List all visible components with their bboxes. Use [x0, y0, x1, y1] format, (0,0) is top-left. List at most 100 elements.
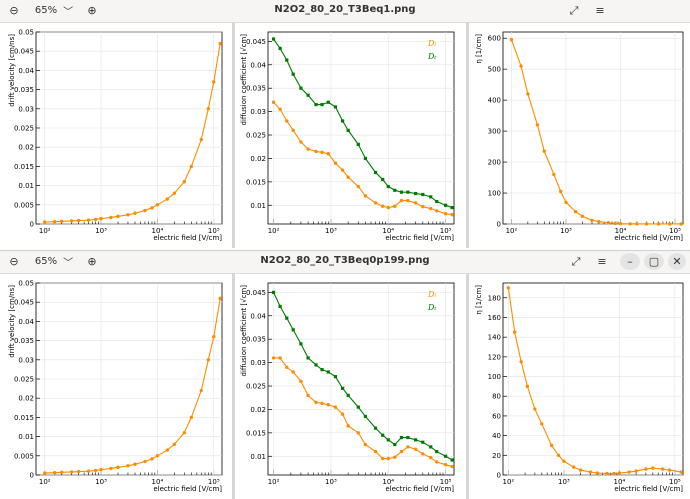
- data-point: [381, 433, 385, 437]
- data-point: [429, 206, 433, 211]
- maximize-icon: ▢: [648, 255, 660, 268]
- data-point: [644, 467, 648, 471]
- zoom-out-button[interactable]: ⊖: [4, 253, 24, 270]
- data-point: [450, 212, 454, 217]
- data-point: [189, 164, 194, 169]
- data-point: [381, 177, 385, 182]
- data-point: [668, 222, 672, 226]
- fullscreen-button[interactable]: ⤢: [564, 2, 584, 19]
- menu-button[interactable]: ≡: [590, 2, 610, 19]
- y-axis-label: η [1/cm]: [475, 34, 483, 64]
- x-tick-label: 10²: [503, 478, 515, 486]
- data-point: [341, 386, 345, 390]
- menu-icon: ≡: [597, 255, 607, 268]
- fullscreen-button[interactable]: ⤢: [566, 253, 586, 270]
- x-tick-label: 10⁵: [440, 227, 452, 235]
- y-tick-label: 0.02: [18, 144, 34, 152]
- zoom-in-button[interactable]: ⊕: [82, 253, 102, 270]
- zoom-out-icon: ⊖: [9, 4, 19, 17]
- data-point: [564, 200, 568, 205]
- data-point: [590, 218, 594, 222]
- close-button[interactable]: ✕: [668, 253, 686, 270]
- data-point: [413, 201, 418, 205]
- data-point: [299, 86, 303, 90]
- y-tick-label: 0: [30, 472, 34, 480]
- y-tick-label: 0.035: [246, 85, 266, 93]
- data-point: [340, 168, 345, 172]
- data-point: [299, 342, 303, 346]
- x-tick-label: 10⁴: [152, 478, 164, 486]
- data-point: [656, 222, 661, 226]
- data-point: [271, 356, 276, 360]
- data-point: [346, 175, 350, 179]
- data-point: [406, 435, 410, 440]
- data-point: [109, 215, 113, 220]
- data-point: [399, 198, 404, 203]
- legend-entry: Dₜ: [427, 52, 436, 61]
- data-point: [109, 466, 113, 471]
- x-tick-label: 10³: [560, 227, 572, 235]
- data-point: [525, 384, 530, 389]
- plots-image-1: 00.0050.010.0150.020.0250.030.0350.040.0…: [8, 29, 684, 242]
- data-point: [612, 471, 616, 476]
- data-point: [542, 149, 546, 153]
- data-point: [435, 449, 439, 454]
- minimize-button[interactable]: –: [620, 253, 640, 270]
- data-point: [450, 464, 454, 469]
- data-point: [414, 191, 418, 196]
- menu-button[interactable]: ≡: [592, 253, 612, 270]
- x-tick-label: 10⁴: [615, 227, 627, 235]
- plot-frame: [502, 31, 684, 225]
- zoom-out-button[interactable]: ⊖: [4, 2, 24, 19]
- data-point: [450, 206, 454, 210]
- y-tick-label: 0.04: [18, 318, 34, 326]
- x-axis-label: electric field [V/cm]: [385, 485, 454, 493]
- maximize-button[interactable]: ▢: [644, 253, 664, 270]
- plot-frame: [502, 282, 684, 476]
- data-point: [320, 150, 324, 155]
- panel-separator: [466, 22, 469, 248]
- y-tick-label: 200: [488, 159, 501, 167]
- y-tick-label: 0.045: [14, 299, 34, 307]
- data-point: [69, 470, 74, 474]
- y-tick-label: 0.025: [14, 376, 34, 384]
- zoom-in-button[interactable]: ⊕: [82, 2, 102, 19]
- data-point: [314, 400, 318, 405]
- data-point: [399, 449, 404, 454]
- data-point: [393, 442, 397, 447]
- panel-separator: [232, 273, 235, 499]
- y-tick-label: 20: [492, 452, 501, 460]
- data-point: [165, 448, 170, 452]
- x-tick-label: 10⁴: [152, 227, 164, 235]
- x-tick-label: 10²: [39, 227, 51, 235]
- image-viewer-window-1: ⊖ 65% ﹀ ⊕ N2O2_80_20_T3Beq1.png ⤢ ≡ 0 0.0…: [0, 0, 690, 248]
- data-point: [333, 105, 338, 109]
- data-point: [271, 37, 276, 41]
- data-point: [43, 471, 47, 475]
- y-tick-label: 0.02: [250, 406, 266, 414]
- data-point: [386, 438, 390, 442]
- data-point: [597, 219, 601, 224]
- data-point: [346, 393, 350, 397]
- data-point: [291, 128, 295, 133]
- menu-icon: ≡: [595, 4, 605, 17]
- window-title: N2O2_80_20_T3Beq1.png: [274, 4, 416, 15]
- y-tick-label: 80: [492, 393, 501, 401]
- data-point: [435, 460, 439, 464]
- y-axis-label: diffusion coefficient [√cm]: [240, 285, 248, 377]
- x-axis-label: electric field [V/cm]: [614, 485, 683, 493]
- data-point: [552, 172, 556, 177]
- y-tick-label: 0.04: [18, 67, 34, 75]
- data-point: [326, 370, 330, 374]
- chevron-down-icon: ﹀: [63, 258, 74, 269]
- data-point: [43, 220, 47, 224]
- data-point: [165, 197, 170, 201]
- y-tick-label: 0.025: [246, 132, 266, 140]
- zoom-dropdown[interactable]: 65% ﹀: [26, 253, 82, 270]
- y-axis-label: diffusion coefficient [√cm]: [240, 34, 248, 126]
- y-tick-label: 0.025: [14, 125, 34, 133]
- y-tick-label: 0.01: [250, 202, 266, 210]
- y-tick-label: 0.01: [18, 182, 34, 190]
- data-point: [278, 46, 282, 50]
- zoom-dropdown[interactable]: 65% ﹀: [26, 2, 82, 19]
